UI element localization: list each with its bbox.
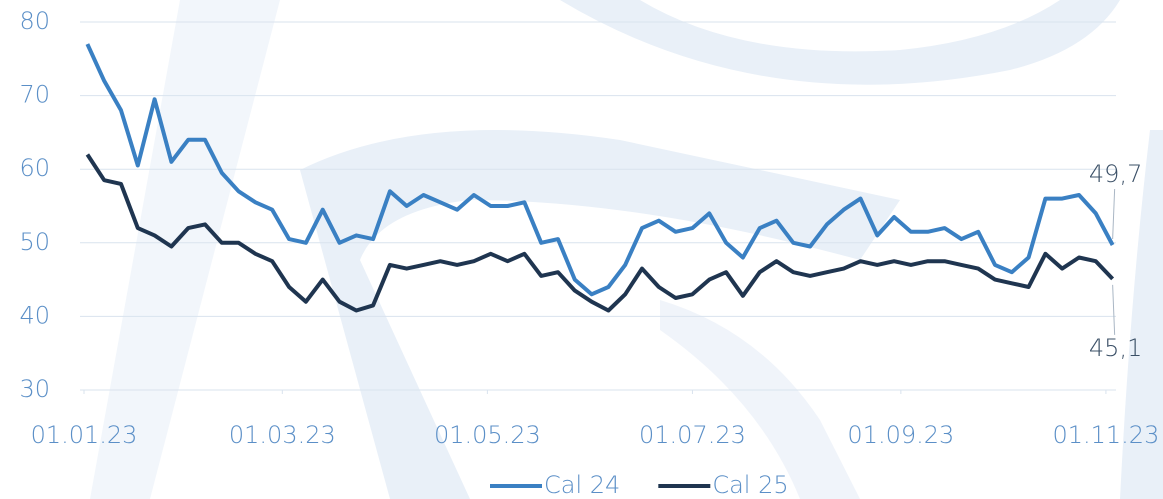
y-tick-label: 50 (19, 228, 50, 256)
x-tick-label: 01.07.23 (639, 421, 746, 449)
watermark (90, 0, 1163, 499)
x-tick-label: 01.05.23 (434, 421, 541, 449)
label-leader (1112, 284, 1116, 335)
series-line (85, 153, 1115, 313)
legend-label: Cal 24 (544, 471, 620, 499)
y-tick-label: 70 (19, 81, 50, 109)
x-tick-label: 01.11.23 (1052, 421, 1159, 449)
label-leader (1112, 188, 1116, 240)
x-tick-label: 01.09.23 (847, 421, 954, 449)
data-label: 45,1 (1089, 334, 1142, 362)
series-line (85, 43, 1115, 297)
legend-label: Cal 25 (712, 471, 788, 499)
x-tick-label: 01.03.23 (229, 421, 336, 449)
y-tick-label: 80 (19, 7, 50, 35)
plot: 30 40 50 60 70 80 01.01.23 01.03.23 01.05.23 01.0… (19, 7, 1159, 499)
y-tick-label: 40 (19, 301, 50, 329)
x-tick-label: 01.01.23 (31, 421, 138, 449)
y-tick-label: 60 (19, 154, 50, 182)
y-tick-label: 30 (19, 375, 50, 403)
data-label: 49,7 (1089, 160, 1142, 188)
